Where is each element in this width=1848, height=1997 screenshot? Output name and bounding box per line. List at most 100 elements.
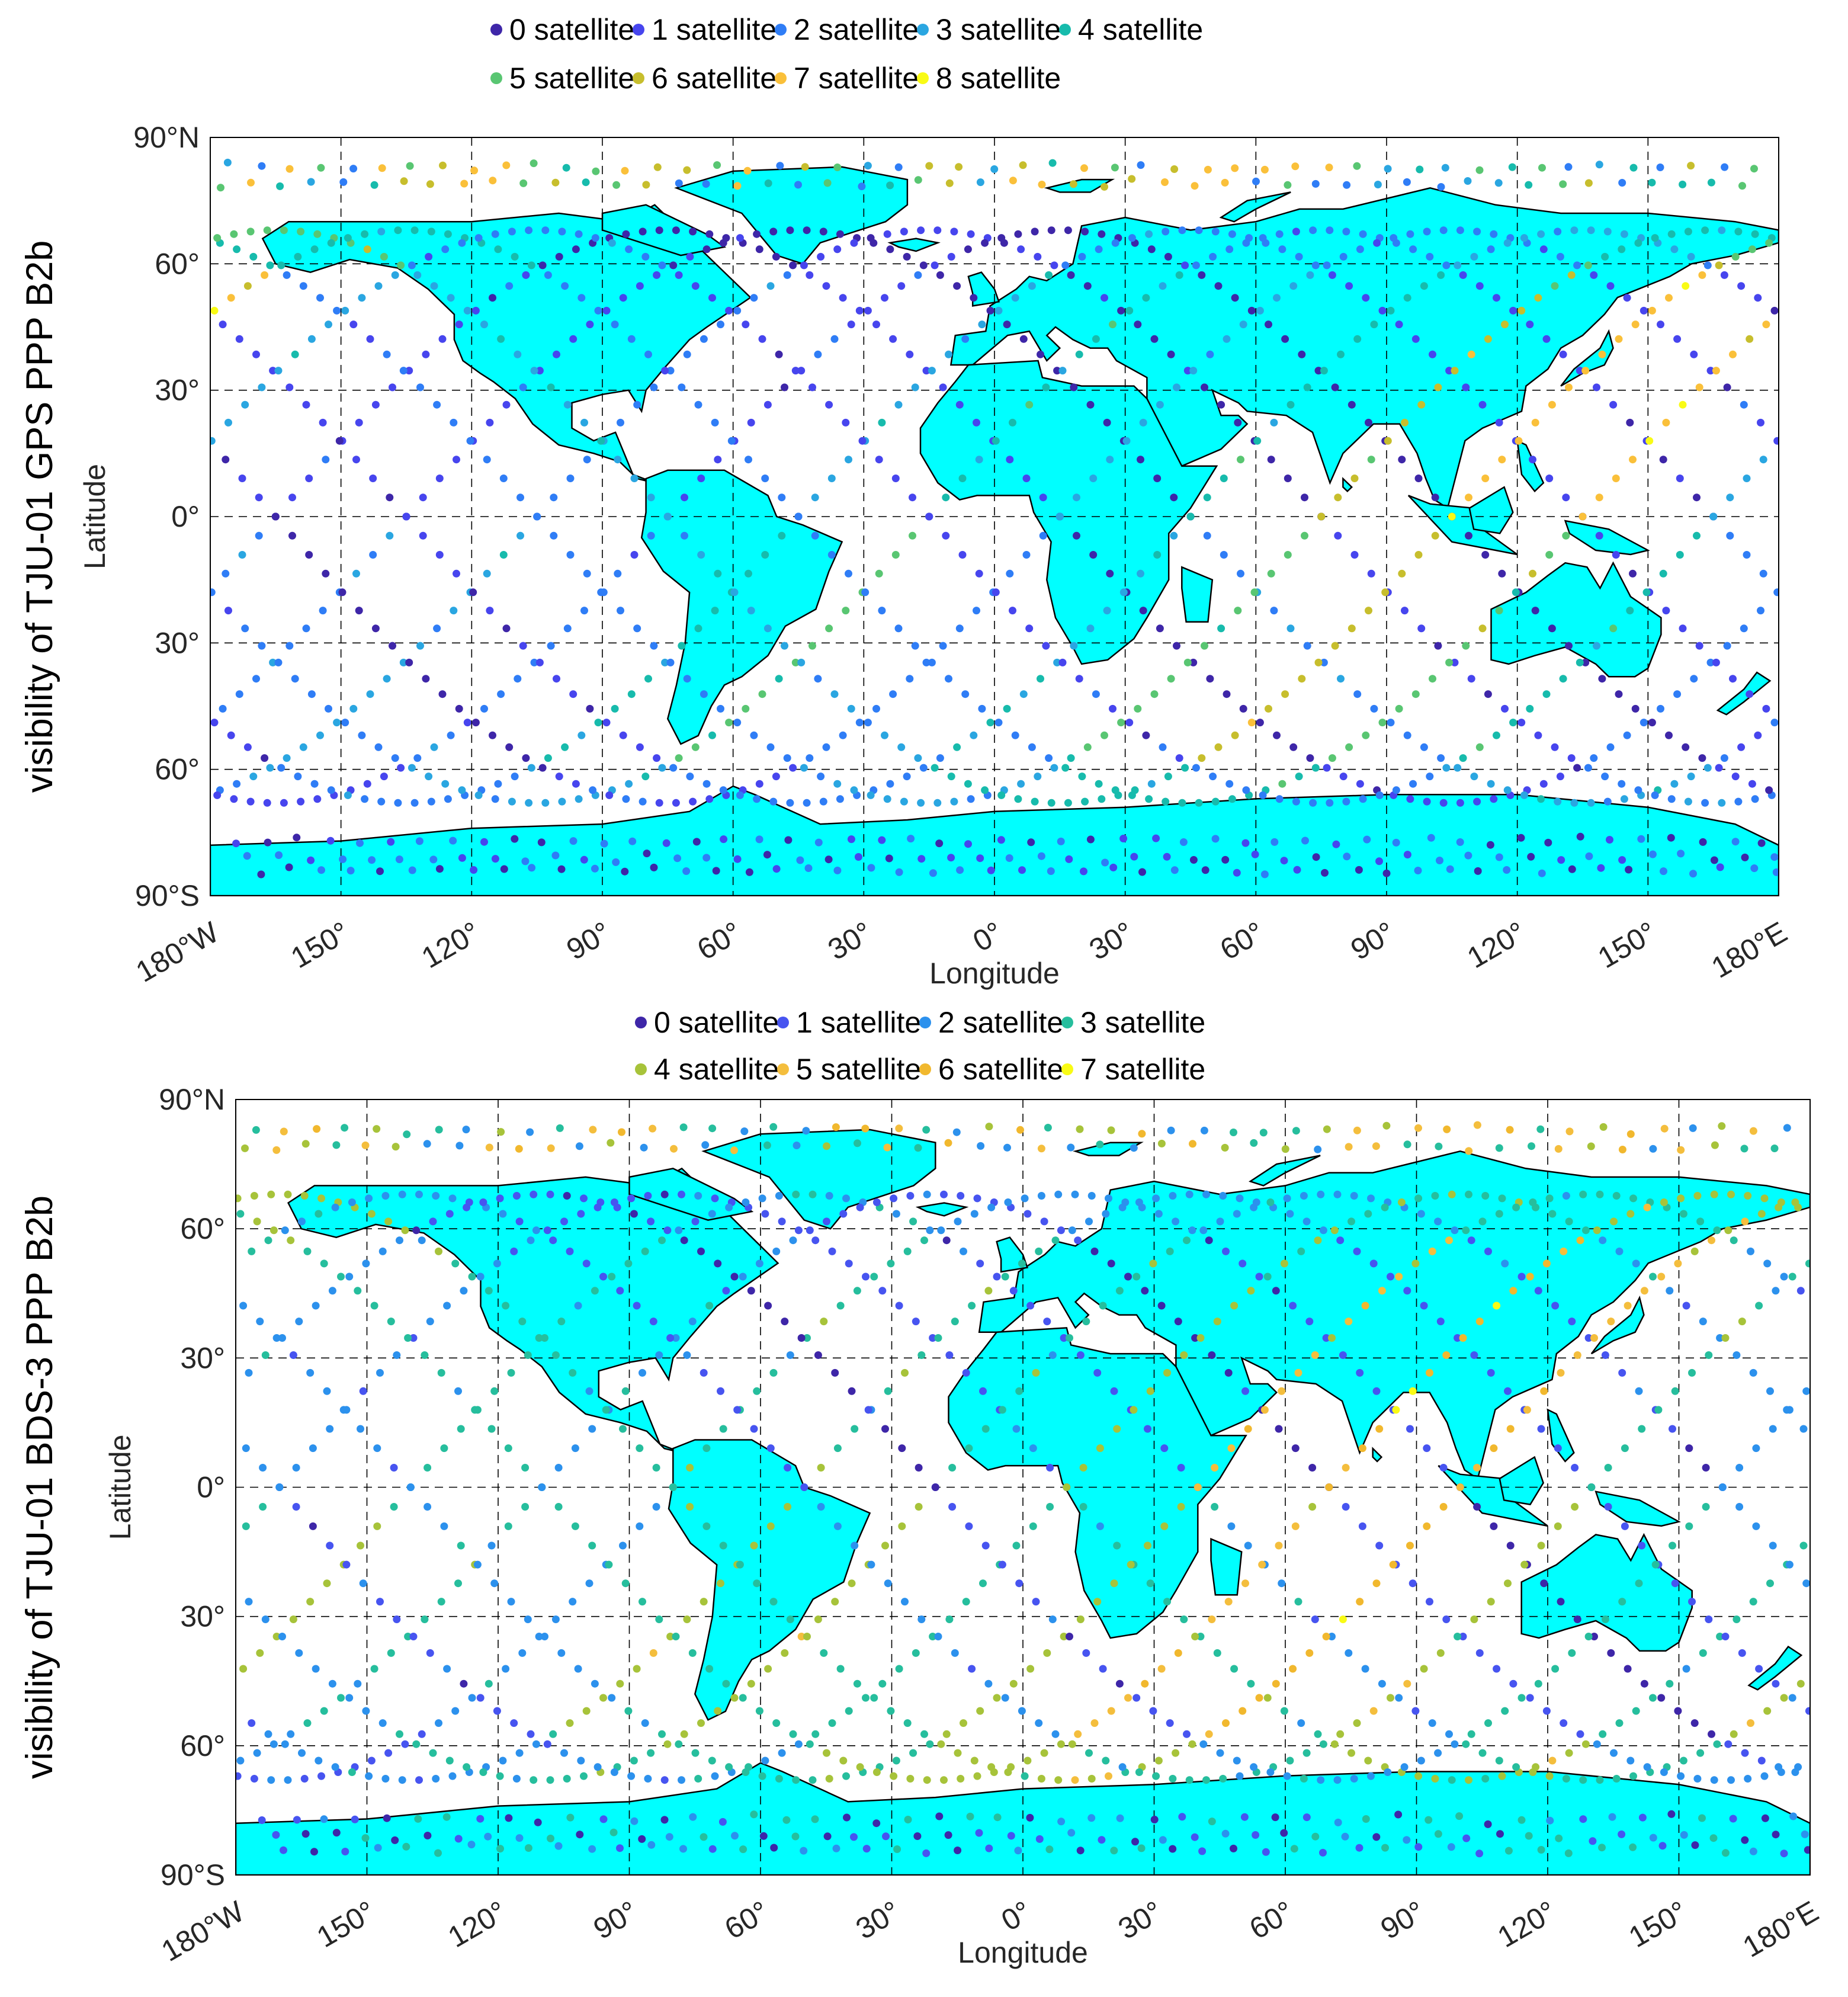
track-6-point [326, 1542, 333, 1550]
track-6-point [242, 1444, 250, 1452]
track-5-point [312, 1665, 320, 1673]
track-6-point [510, 1719, 518, 1727]
track-9-point [469, 1273, 476, 1281]
track-4-point [265, 1730, 272, 1738]
polar-point [515, 1145, 523, 1153]
track-7-point [1621, 230, 1628, 238]
track-11-point [865, 1406, 872, 1413]
track-0-point [1557, 772, 1564, 780]
track-1-point [239, 1665, 247, 1673]
track-1-point [519, 383, 527, 391]
polar-point [1780, 1849, 1788, 1857]
track-11-point [808, 383, 816, 391]
track-11-point [1259, 791, 1267, 799]
track-7-point [1261, 1406, 1269, 1413]
track-4-point [945, 351, 952, 358]
polar-point [1161, 178, 1169, 186]
track-6-point [605, 791, 613, 799]
legend-label: 2 satellite [938, 1006, 1063, 1039]
track-9-point [1272, 1680, 1280, 1688]
track-4-point [294, 772, 301, 780]
polar-point [1319, 1849, 1327, 1857]
track-8-point [839, 1757, 847, 1765]
polar-point [1650, 1834, 1657, 1842]
track-0-point [639, 227, 647, 235]
track-9-point [580, 419, 588, 427]
polar-point [1233, 869, 1241, 877]
track-8-point [722, 1680, 730, 1688]
polar-point [893, 1845, 901, 1853]
polar-point [1018, 866, 1026, 874]
track-1-point [1797, 1680, 1805, 1688]
track-5-point [1493, 294, 1500, 302]
track-1-point [1704, 764, 1712, 772]
track-5-point [525, 799, 532, 807]
track-8-point [1334, 493, 1342, 501]
track-5-point [692, 743, 700, 751]
track-7-point [557, 1649, 565, 1657]
track-8-point [1634, 239, 1642, 247]
polar-point [640, 1144, 648, 1152]
track-2-point [967, 230, 975, 238]
track-9-point [1365, 607, 1372, 614]
track-8-point [1517, 307, 1525, 315]
track-9-point [552, 1351, 560, 1359]
polar-point [1212, 835, 1220, 842]
track-1-point [893, 1210, 900, 1218]
track-1-point [1546, 1772, 1554, 1780]
track-6-point [426, 1649, 434, 1657]
y-tick-label: 60° [180, 1212, 225, 1245]
track-11-point [875, 456, 883, 463]
track-5-point [1109, 320, 1116, 328]
track-3-point [1365, 419, 1372, 427]
track-10-point [365, 1194, 373, 1202]
track-9-point [731, 588, 739, 596]
track-1-point [943, 1236, 951, 1244]
track-9-point [1465, 493, 1472, 501]
track-7-point [457, 1542, 465, 1550]
polar-point [371, 181, 378, 189]
track-11-point [308, 335, 316, 343]
polar-point [383, 1815, 391, 1822]
polar-point [1313, 853, 1320, 861]
track-5-point [1125, 307, 1133, 315]
track-5-point [1660, 456, 1667, 463]
track-9-point [964, 780, 972, 788]
track-4-point [1336, 1236, 1344, 1244]
track-10-point [1353, 1719, 1361, 1727]
track-6-point [1607, 282, 1615, 290]
track-10-point [1162, 798, 1169, 806]
track-1-point [976, 1259, 984, 1267]
track-11-point [1635, 1579, 1643, 1587]
track-7-point [809, 1776, 817, 1784]
track-2-point [1234, 419, 1241, 427]
polar-point [1189, 1140, 1196, 1147]
track-9-point [1473, 1464, 1481, 1472]
track-0-point [878, 1287, 886, 1294]
track-4-point [1112, 239, 1119, 247]
track-4-point [851, 1425, 858, 1433]
track-7-point [826, 1775, 833, 1783]
track-10-point [901, 1598, 909, 1605]
track-3-point [864, 307, 872, 315]
track-11-point [575, 230, 583, 238]
track-5-point [747, 1680, 755, 1688]
track-6-point [872, 705, 880, 713]
track-4-point [1479, 401, 1487, 409]
track-9-point [1332, 642, 1339, 650]
track-2-point [1074, 1236, 1082, 1244]
track-10-point [945, 675, 952, 682]
track-11-point [1685, 1522, 1693, 1530]
track-7-point [675, 1740, 682, 1748]
track-8-point [433, 401, 441, 409]
track-3-point [920, 1236, 928, 1244]
polar-point [1660, 867, 1667, 875]
track-0-point [322, 456, 329, 463]
track-10-point [494, 245, 502, 253]
track-2-point [684, 351, 691, 358]
track-6-point [1414, 1194, 1422, 1202]
track-9-point [1181, 764, 1189, 772]
track-1-point [1721, 754, 1728, 762]
polar-point [241, 1145, 249, 1152]
polar-point [1495, 179, 1503, 187]
